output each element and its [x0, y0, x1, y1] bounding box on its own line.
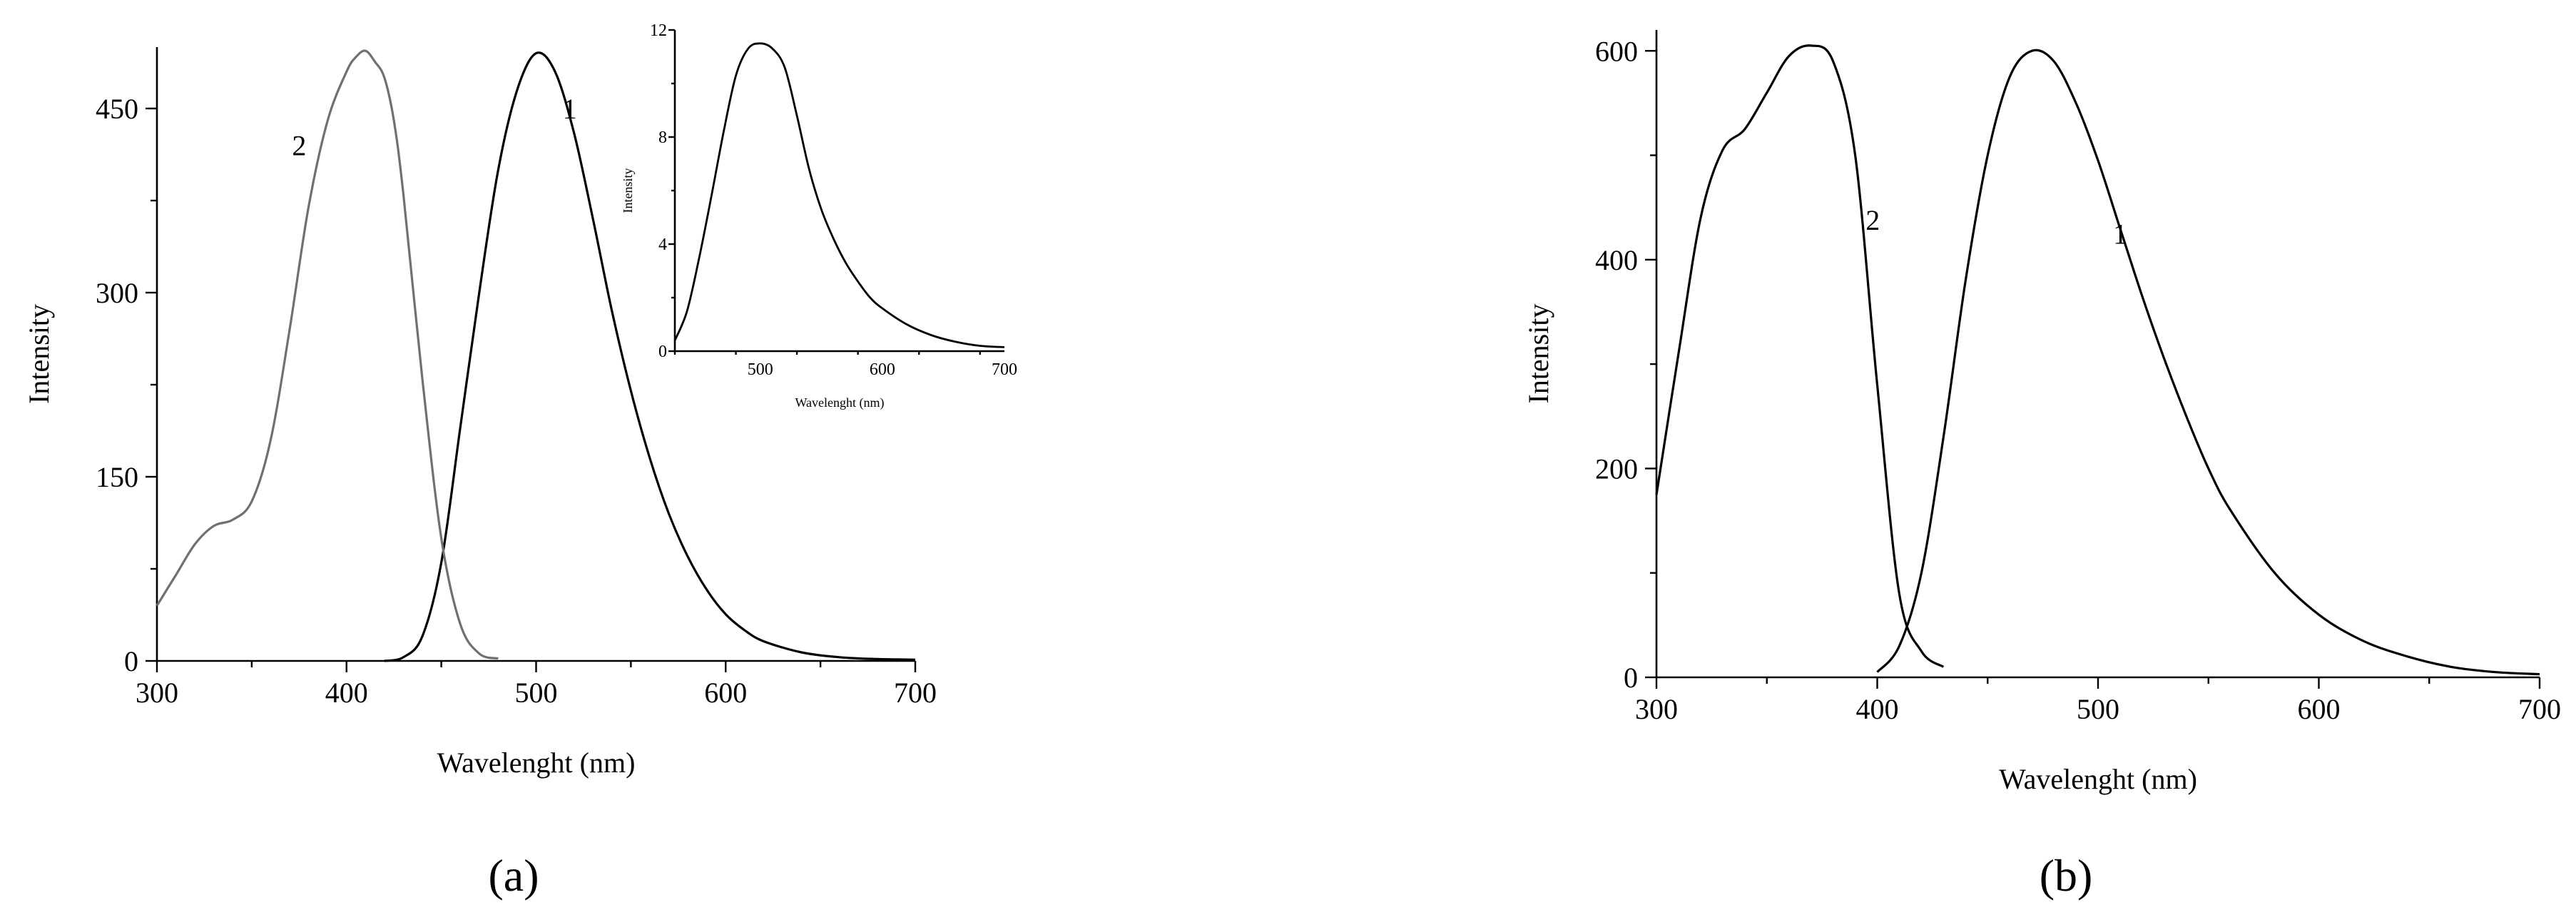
chart-panel-a-inset: 500 600 700 0 4 8 12 Wavelenght (nm) Intensity [621, 21, 1017, 410]
y-tick-label: 450 [96, 93, 138, 125]
curve-label-2: 2 [1865, 204, 1880, 236]
y-axis-label: Intensity [621, 168, 635, 213]
x-tick-label: 400 [325, 677, 368, 709]
x-tick-label: 300 [136, 677, 178, 709]
series-2-line [1655, 44, 1945, 668]
series-1-line [384, 51, 916, 662]
chart-panel-b: 300 400 500 600 700 0 200 400 600 Wavelenght (nm)… [1522, 30, 2561, 901]
x-tick-label: 400 [1856, 693, 1899, 725]
series-0-line [673, 42, 1005, 348]
y-tick-label: 0 [658, 343, 667, 361]
x-tick-label: 700 [2518, 693, 2561, 725]
x-tick-label: 300 [1635, 693, 1678, 725]
x-axis-label: Wavelenght (nm) [795, 395, 884, 410]
y-tick-label: 400 [1595, 244, 1638, 276]
y-tick-label: 600 [1595, 35, 1638, 67]
y-axis-label: Intensity [23, 304, 55, 404]
x-tick-label: 700 [894, 677, 937, 709]
y-tick-label: 12 [650, 21, 667, 40]
x-tick-label: 500 [748, 360, 773, 379]
panel-label-a: (a) [488, 850, 539, 901]
x-axis-label: Wavelenght (nm) [437, 747, 636, 779]
panel-label-b: (b) [2040, 850, 2093, 901]
y-tick-label: 300 [96, 277, 138, 309]
y-tick-label: 150 [96, 461, 138, 493]
chart-panel-a: 300 400 500 600 700 0 150 300 450 Wavelenght (nm)… [23, 47, 937, 901]
x-tick-label: 600 [704, 677, 747, 709]
x-tick-label: 600 [870, 360, 895, 379]
x-tick-label: 500 [515, 677, 558, 709]
curve-label-1: 1 [2113, 218, 2127, 250]
curve-label-2: 2 [292, 130, 306, 162]
y-tick-label: 0 [124, 645, 138, 677]
x-tick-label: 500 [2077, 693, 2119, 725]
y-tick-label: 0 [1624, 662, 1638, 694]
y-tick-label: 200 [1595, 453, 1638, 485]
curve-label-1: 1 [563, 93, 577, 125]
y-tick-label: 4 [658, 236, 667, 254]
x-axis-label: Wavelenght (nm) [1999, 763, 2197, 795]
x-tick-label: 600 [2298, 693, 2341, 725]
series-2-line [156, 49, 499, 660]
series-1-line [1876, 49, 2540, 676]
y-axis-label: Intensity [1522, 304, 1554, 404]
y-tick-label: 8 [658, 128, 667, 147]
x-tick-label: 700 [992, 360, 1017, 379]
